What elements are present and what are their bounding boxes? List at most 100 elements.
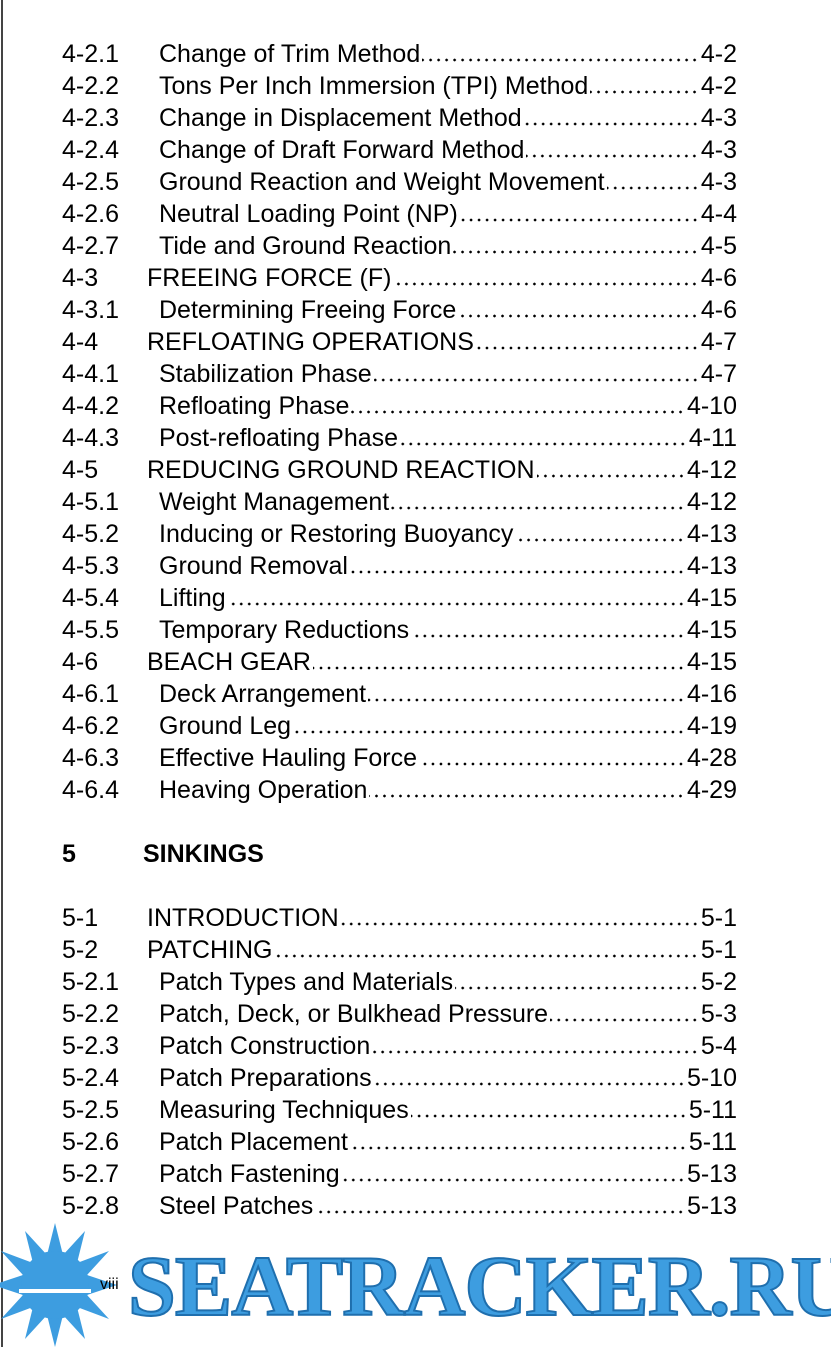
entry-title: Post-refloating Phase <box>159 424 399 452</box>
entry-title: Stabilization Phase <box>159 360 372 388</box>
toc-entry: 4-6.3 Effective Hauling Force 4-28 <box>62 742 737 774</box>
entry-number: 4-5.1 <box>62 488 119 516</box>
toc-entry: 5-2.2 Patch, Deck, or Bulkhead Pressure 5-… <box>62 998 737 1030</box>
dot-leader <box>274 954 699 958</box>
toc-entry: 4-4.1 Stabilization Phase 4-7 <box>62 358 737 390</box>
dot-leader <box>373 1082 685 1086</box>
dot-leader <box>515 538 685 542</box>
entry-title: Change of Trim Method <box>159 40 421 68</box>
entry-page: 4-13 <box>686 552 737 580</box>
toc-entry: 4-5.5 Temporary Reductions 4-15 <box>62 614 737 646</box>
toc-entry: 4-4 REFLOATING OPERATIONS 4-7 <box>62 326 737 358</box>
dot-leader <box>293 730 685 734</box>
toc-entry: 4-6.2 Ground Leg 4-19 <box>62 710 737 742</box>
toc-entry: 5-2.8 Steel Patches 5-13 <box>62 1190 737 1222</box>
entry-page: 5-1 <box>700 936 737 964</box>
entry-title: Patch Placement <box>159 1128 348 1156</box>
entry-number: 4-6 <box>62 648 99 676</box>
toc-entry: 4-5.2 Inducing or Restoring Buoyancy 4-13 <box>62 518 737 550</box>
entry-title: Refloating Phase <box>159 392 350 420</box>
entry-title: Determining Freeing Force <box>159 296 457 324</box>
entry-page: 4-28 <box>686 744 737 772</box>
entry-number: 4-4.1 <box>62 360 119 388</box>
entry-number: 4-5 <box>62 456 99 484</box>
entry-title: Heaving Operation <box>159 776 368 804</box>
dot-leader <box>227 602 685 606</box>
entry-number: 5-2 <box>62 936 99 964</box>
entry-page: 4-3 <box>700 104 737 132</box>
watermark: SEATRACKER.RU <box>127 1237 831 1335</box>
entry-title: Ground Leg <box>159 712 292 740</box>
dot-leader <box>393 282 699 286</box>
toc-entry: 5-2 PATCHING 5-1 <box>62 934 737 966</box>
entry-page: 4-3 <box>700 168 737 196</box>
entry-number: 4-2.1 <box>62 40 119 68</box>
entry-number: 4-6.3 <box>62 744 119 772</box>
dot-leader <box>368 698 685 702</box>
toc-entry: 5-2.7 Patch Fastening 5-13 <box>62 1158 737 1190</box>
dot-leader <box>453 250 699 254</box>
toc-entry: 4-5.1 Weight Management 4-12 <box>62 486 737 518</box>
dot-leader <box>373 378 699 382</box>
toc-entry: 5-2.5 Measuring Techniques 5-11 <box>62 1094 737 1126</box>
entry-page: 4-19 <box>686 712 737 740</box>
entry-number: 4-5.2 <box>62 520 119 548</box>
entry-number: 4-4.2 <box>62 392 119 420</box>
dot-leader <box>400 442 687 446</box>
toc-entry: 4-3 FREEING FORCE (F) 4-6 <box>62 262 737 294</box>
entry-number: 4-5.3 <box>62 552 119 580</box>
dot-leader <box>411 634 685 638</box>
entry-title: FREEING FORCE (F) <box>147 264 392 292</box>
entry-number: 5-2.6 <box>62 1128 119 1156</box>
entry-title: Measuring Techniques <box>159 1096 409 1124</box>
entry-number: 4-6.4 <box>62 776 119 804</box>
entry-title: PATCHING <box>147 936 273 964</box>
entry-number: 4-4.3 <box>62 424 119 452</box>
entry-number: 5-1 <box>62 904 99 932</box>
entry-number: 5-2.8 <box>62 1192 119 1220</box>
toc-entry: 4-2.4 Change of Draft Forward Method 4-3 <box>62 134 737 166</box>
dot-leader <box>422 58 699 62</box>
entry-title: REDUCING GROUND REACTION <box>147 456 535 484</box>
dot-leader <box>536 474 685 478</box>
entry-title: Weight Management <box>159 488 390 516</box>
toc-entry: 4-5.4 Lifting 4-15 <box>62 582 737 614</box>
left-border <box>1 0 3 1347</box>
toc-entry: 5-2.3 Patch Construction 5-4 <box>62 1030 737 1062</box>
dot-leader <box>459 218 699 222</box>
entry-title: Temporary Reductions <box>159 616 410 644</box>
dot-leader <box>606 186 699 190</box>
entry-number: 5-2.3 <box>62 1032 119 1060</box>
entry-title: Change in Displacement Method <box>159 104 522 132</box>
toc-entry: 4-6.4 Heaving Operation 4-29 <box>62 774 737 806</box>
entry-title: Effective Hauling Force <box>159 744 417 772</box>
entry-title: Inducing or Restoring Buoyancy <box>159 520 514 548</box>
toc-entry: 5-2.1 Patch Types and Materials 5-2 <box>62 966 737 998</box>
entry-page: 4-29 <box>686 776 737 804</box>
dot-leader <box>372 1050 699 1054</box>
entry-title: BEACH GEAR <box>147 648 311 676</box>
entry-number: 5-2.2 <box>62 1000 119 1028</box>
entry-number: 5-2.4 <box>62 1064 119 1092</box>
entry-page: 4-2 <box>700 40 737 68</box>
entry-page: 4-12 <box>686 456 737 484</box>
toc-entry: 4-2.7 Tide and Ground Reaction 4-5 <box>62 230 737 262</box>
dot-leader <box>391 506 685 510</box>
dot-leader <box>369 794 685 798</box>
entry-number: 4-2.3 <box>62 104 119 132</box>
entry-page: 4-15 <box>686 616 737 644</box>
toc-entry: 5-2.4 Patch Preparations 5-10 <box>62 1062 737 1094</box>
entry-page: 5-1 <box>700 904 737 932</box>
entry-number: 4-6.2 <box>62 712 119 740</box>
entry-number: 4-6.1 <box>62 680 119 708</box>
entry-page: 5-13 <box>686 1192 737 1220</box>
section-number: 5 <box>62 840 76 868</box>
entry-number: 4-2.6 <box>62 200 119 228</box>
section-title: SINKINGS <box>143 840 264 868</box>
entry-page: 4-6 <box>700 296 737 324</box>
entry-page: 4-2 <box>700 72 737 100</box>
entry-title: Steel Patches <box>159 1192 314 1220</box>
dot-leader <box>349 570 685 574</box>
dot-leader <box>475 346 699 350</box>
